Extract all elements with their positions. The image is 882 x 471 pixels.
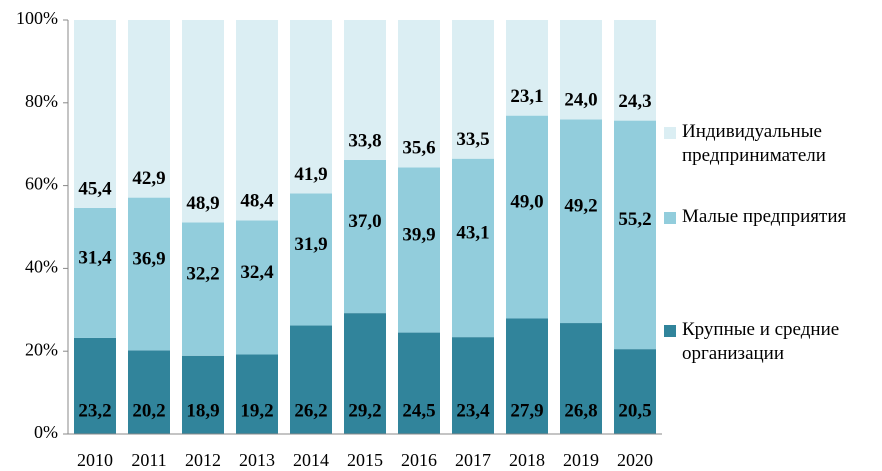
bar-segment bbox=[290, 20, 332, 194]
bar-segment bbox=[344, 20, 386, 160]
legend-swatch bbox=[664, 212, 676, 224]
x-tick-label: 2018 bbox=[509, 450, 545, 470]
value-label: 48,9 bbox=[186, 193, 219, 214]
bar-segment bbox=[506, 318, 548, 434]
bar-segment bbox=[398, 20, 440, 168]
value-label: 32,2 bbox=[186, 263, 219, 284]
bar-segment bbox=[344, 159, 386, 314]
bar-segment bbox=[452, 158, 494, 338]
value-label: 33,5 bbox=[456, 129, 489, 150]
value-label: 18,9 bbox=[186, 400, 219, 421]
legend-swatch bbox=[664, 127, 676, 139]
bar-segment bbox=[506, 115, 548, 319]
bar-segment bbox=[560, 20, 602, 120]
value-label: 23,4 bbox=[456, 400, 490, 421]
x-tick-label: 2011 bbox=[131, 450, 166, 470]
value-label: 39,9 bbox=[402, 224, 435, 245]
value-label: 45,4 bbox=[78, 178, 112, 199]
legend-label: Индивидуальные предприниматели bbox=[682, 121, 826, 166]
value-label: 32,4 bbox=[240, 262, 274, 283]
value-label: 41,9 bbox=[294, 164, 327, 185]
bar-segment bbox=[74, 337, 116, 434]
bar-segment bbox=[236, 20, 278, 221]
bar-segment bbox=[290, 193, 332, 326]
legend-label: Крупные и средние организации bbox=[682, 319, 840, 364]
x-tick-label: 2012 bbox=[185, 450, 221, 470]
value-label: 24,3 bbox=[618, 91, 651, 112]
y-tick-label: 100% bbox=[16, 8, 58, 28]
value-label: 24,5 bbox=[402, 400, 435, 421]
bar-segment bbox=[290, 325, 332, 434]
value-label: 36,9 bbox=[132, 248, 165, 269]
bar-segment bbox=[614, 20, 656, 121]
y-tick-label: 40% bbox=[25, 257, 58, 277]
value-label: 48,4 bbox=[240, 191, 274, 212]
bar-segment bbox=[560, 119, 602, 324]
value-label: 20,5 bbox=[618, 400, 651, 421]
x-tick-label: 2020 bbox=[617, 450, 653, 470]
bar-segment bbox=[452, 20, 494, 159]
bar-segment bbox=[128, 197, 170, 351]
value-label: 33,8 bbox=[348, 130, 381, 151]
y-tick-label: 60% bbox=[25, 174, 58, 194]
legend-label: Малые предприятия bbox=[682, 206, 847, 227]
x-tick-label: 2013 bbox=[239, 450, 275, 470]
bar-segment bbox=[182, 20, 224, 223]
bar-segment bbox=[182, 222, 224, 356]
bar-segment bbox=[398, 332, 440, 434]
y-tick-label: 0% bbox=[34, 422, 58, 442]
legend-item: Малые предприятия bbox=[664, 205, 879, 229]
bar-segment bbox=[506, 20, 548, 116]
value-label: 42,9 bbox=[132, 168, 165, 189]
value-label: 23,2 bbox=[78, 400, 111, 421]
x-tick-label: 2015 bbox=[347, 450, 383, 470]
value-label: 49,0 bbox=[510, 191, 543, 212]
value-label: 19,2 bbox=[240, 400, 273, 421]
bar-segment bbox=[452, 337, 494, 434]
x-tick-label: 2017 bbox=[455, 450, 491, 470]
y-tick-label: 20% bbox=[25, 339, 58, 359]
bar-segment bbox=[74, 20, 116, 208]
bar-segment bbox=[128, 20, 170, 198]
value-label: 43,1 bbox=[456, 222, 489, 243]
value-label: 31,9 bbox=[294, 234, 327, 255]
legend-swatch bbox=[664, 325, 676, 337]
value-label: 37,0 bbox=[348, 211, 381, 232]
value-label: 35,6 bbox=[402, 138, 435, 159]
bar-segment bbox=[74, 207, 116, 338]
value-label: 20,2 bbox=[132, 400, 165, 421]
value-label: 29,2 bbox=[348, 400, 381, 421]
bar-segment bbox=[398, 167, 440, 333]
bar-segment bbox=[236, 220, 278, 355]
value-label: 49,2 bbox=[564, 196, 597, 217]
x-tick-label: 2016 bbox=[401, 450, 437, 470]
legend-item: Индивидуальные предприниматели bbox=[664, 120, 879, 168]
y-tick-label: 80% bbox=[25, 91, 58, 111]
value-label: 27,9 bbox=[510, 400, 543, 421]
value-label: 24,0 bbox=[564, 90, 597, 111]
bar-segment bbox=[236, 354, 278, 434]
value-label: 31,4 bbox=[78, 247, 112, 268]
bar-segment bbox=[128, 350, 170, 434]
bar-segment bbox=[560, 323, 602, 434]
value-label: 55,2 bbox=[618, 209, 651, 230]
x-tick-label: 2014 bbox=[293, 450, 329, 470]
bar-segment bbox=[614, 120, 656, 350]
value-label: 26,2 bbox=[294, 400, 327, 421]
bar-segment bbox=[614, 349, 656, 434]
bar-segment bbox=[344, 313, 386, 434]
x-tick-label: 2019 bbox=[563, 450, 599, 470]
legend-item: Крупные и средние организации bbox=[664, 318, 879, 366]
bar-segment bbox=[182, 355, 224, 434]
value-label: 23,1 bbox=[510, 86, 543, 107]
x-tick-label: 2010 bbox=[77, 450, 113, 470]
value-label: 26,8 bbox=[564, 400, 597, 421]
